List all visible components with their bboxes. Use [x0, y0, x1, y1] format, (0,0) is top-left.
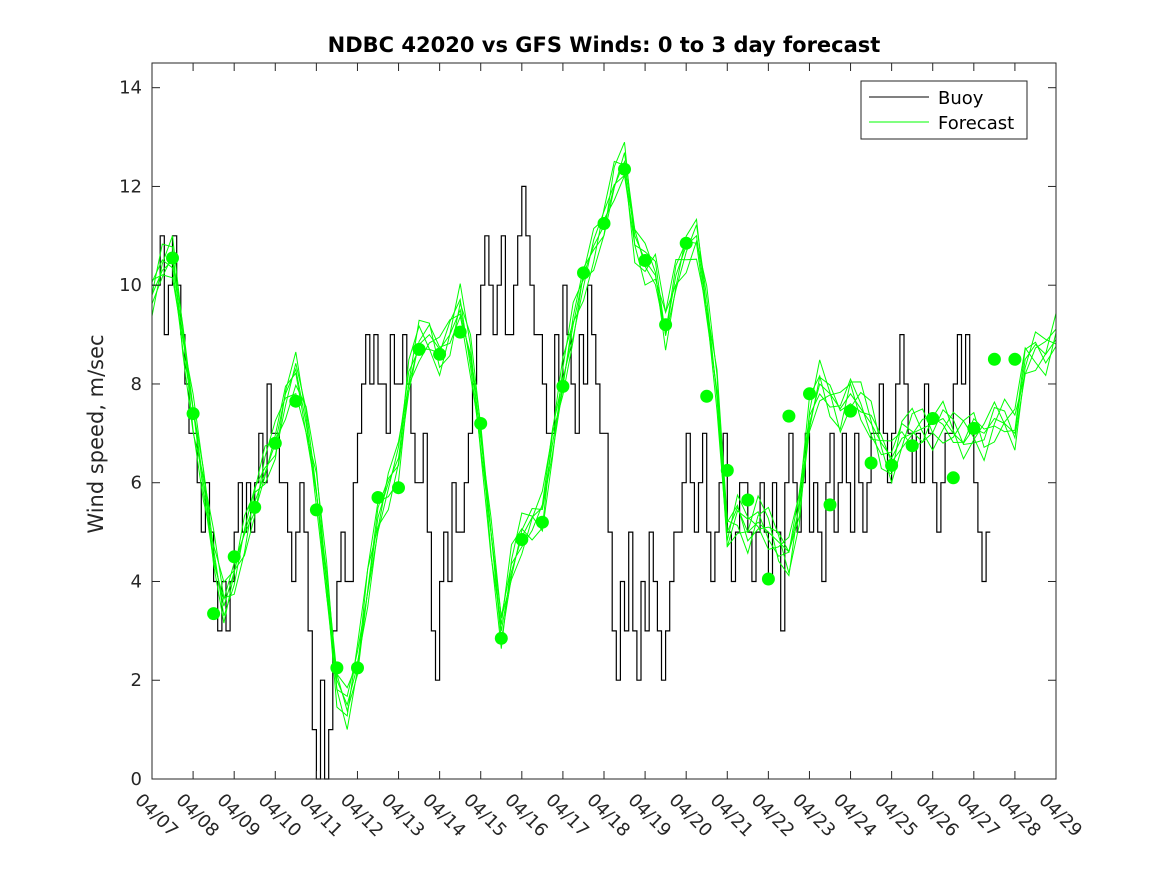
forecast-marker [720, 463, 734, 477]
forecast-marker [679, 236, 693, 250]
plot-area [151, 142, 1057, 780]
y-tick-label: 14 [119, 78, 142, 99]
buoy-series-line [152, 185, 991, 780]
legend: Buoy Forecast [860, 80, 1028, 140]
forecast-marker [186, 407, 200, 421]
forecast-marker [535, 515, 549, 529]
forecast-marker [782, 409, 796, 423]
forecast-marker [227, 550, 241, 564]
y-tick-label: 4 [131, 571, 142, 592]
y-tick-label: 2 [131, 670, 142, 691]
forecast-marker [1008, 352, 1022, 366]
forecast-marker [166, 251, 179, 265]
y-tick-label: 0 [131, 769, 142, 790]
forecast-marker [905, 439, 919, 453]
forecast-marker [433, 347, 447, 361]
forecast-marker [926, 412, 940, 425]
forecast-marker [494, 631, 508, 645]
forecast-marker [330, 661, 344, 675]
forecast-marker [207, 607, 221, 621]
forecast-series-line-3 [151, 160, 1057, 717]
forecast-marker [844, 404, 857, 418]
legend-box [860, 80, 1028, 140]
y-tick-label: 10 [119, 275, 142, 296]
forecast-marker [268, 436, 282, 450]
forecast-marker [556, 379, 570, 393]
forecast-marker [946, 471, 960, 485]
chart-title: NDBC 42020 vs GFS Winds: 0 to 3 day fore… [328, 33, 881, 57]
forecast-marker [577, 266, 590, 280]
forecast-marker [987, 352, 1001, 366]
forecast-marker [803, 387, 816, 401]
forecast-marker [392, 481, 405, 495]
forecast-marker [351, 661, 364, 675]
forecast-marker [515, 533, 529, 546]
forecast-marker [597, 217, 611, 230]
forecast-marker [248, 500, 262, 514]
forecast-marker [309, 503, 323, 517]
forecast-series-line-5 [151, 152, 1057, 713]
y-tick-label: 8 [131, 374, 142, 395]
forecast-marker [474, 417, 488, 430]
forecast-marker [700, 389, 714, 403]
forecast-marker [412, 342, 426, 356]
legend-forecast-label: Forecast [938, 113, 1014, 134]
forecast-marker [864, 456, 878, 470]
y-axis-label: Wind speed, m/sec [84, 334, 108, 533]
forecast-marker [761, 572, 775, 586]
forecast-marker [967, 421, 981, 435]
legend-buoy-label: Buoy [938, 88, 984, 109]
y-tick-label: 6 [131, 473, 142, 494]
forecast-marker [453, 325, 467, 339]
forecast-marker [659, 318, 673, 332]
forecast-marker [289, 394, 303, 408]
forecast-marker [823, 498, 837, 512]
forecast-marker [741, 493, 755, 507]
forecast-marker [618, 162, 631, 176]
forecast-marker [885, 458, 899, 472]
forecast-marker [638, 254, 652, 267]
y-tick-label: 12 [119, 176, 142, 197]
forecast-marker [371, 491, 385, 504]
